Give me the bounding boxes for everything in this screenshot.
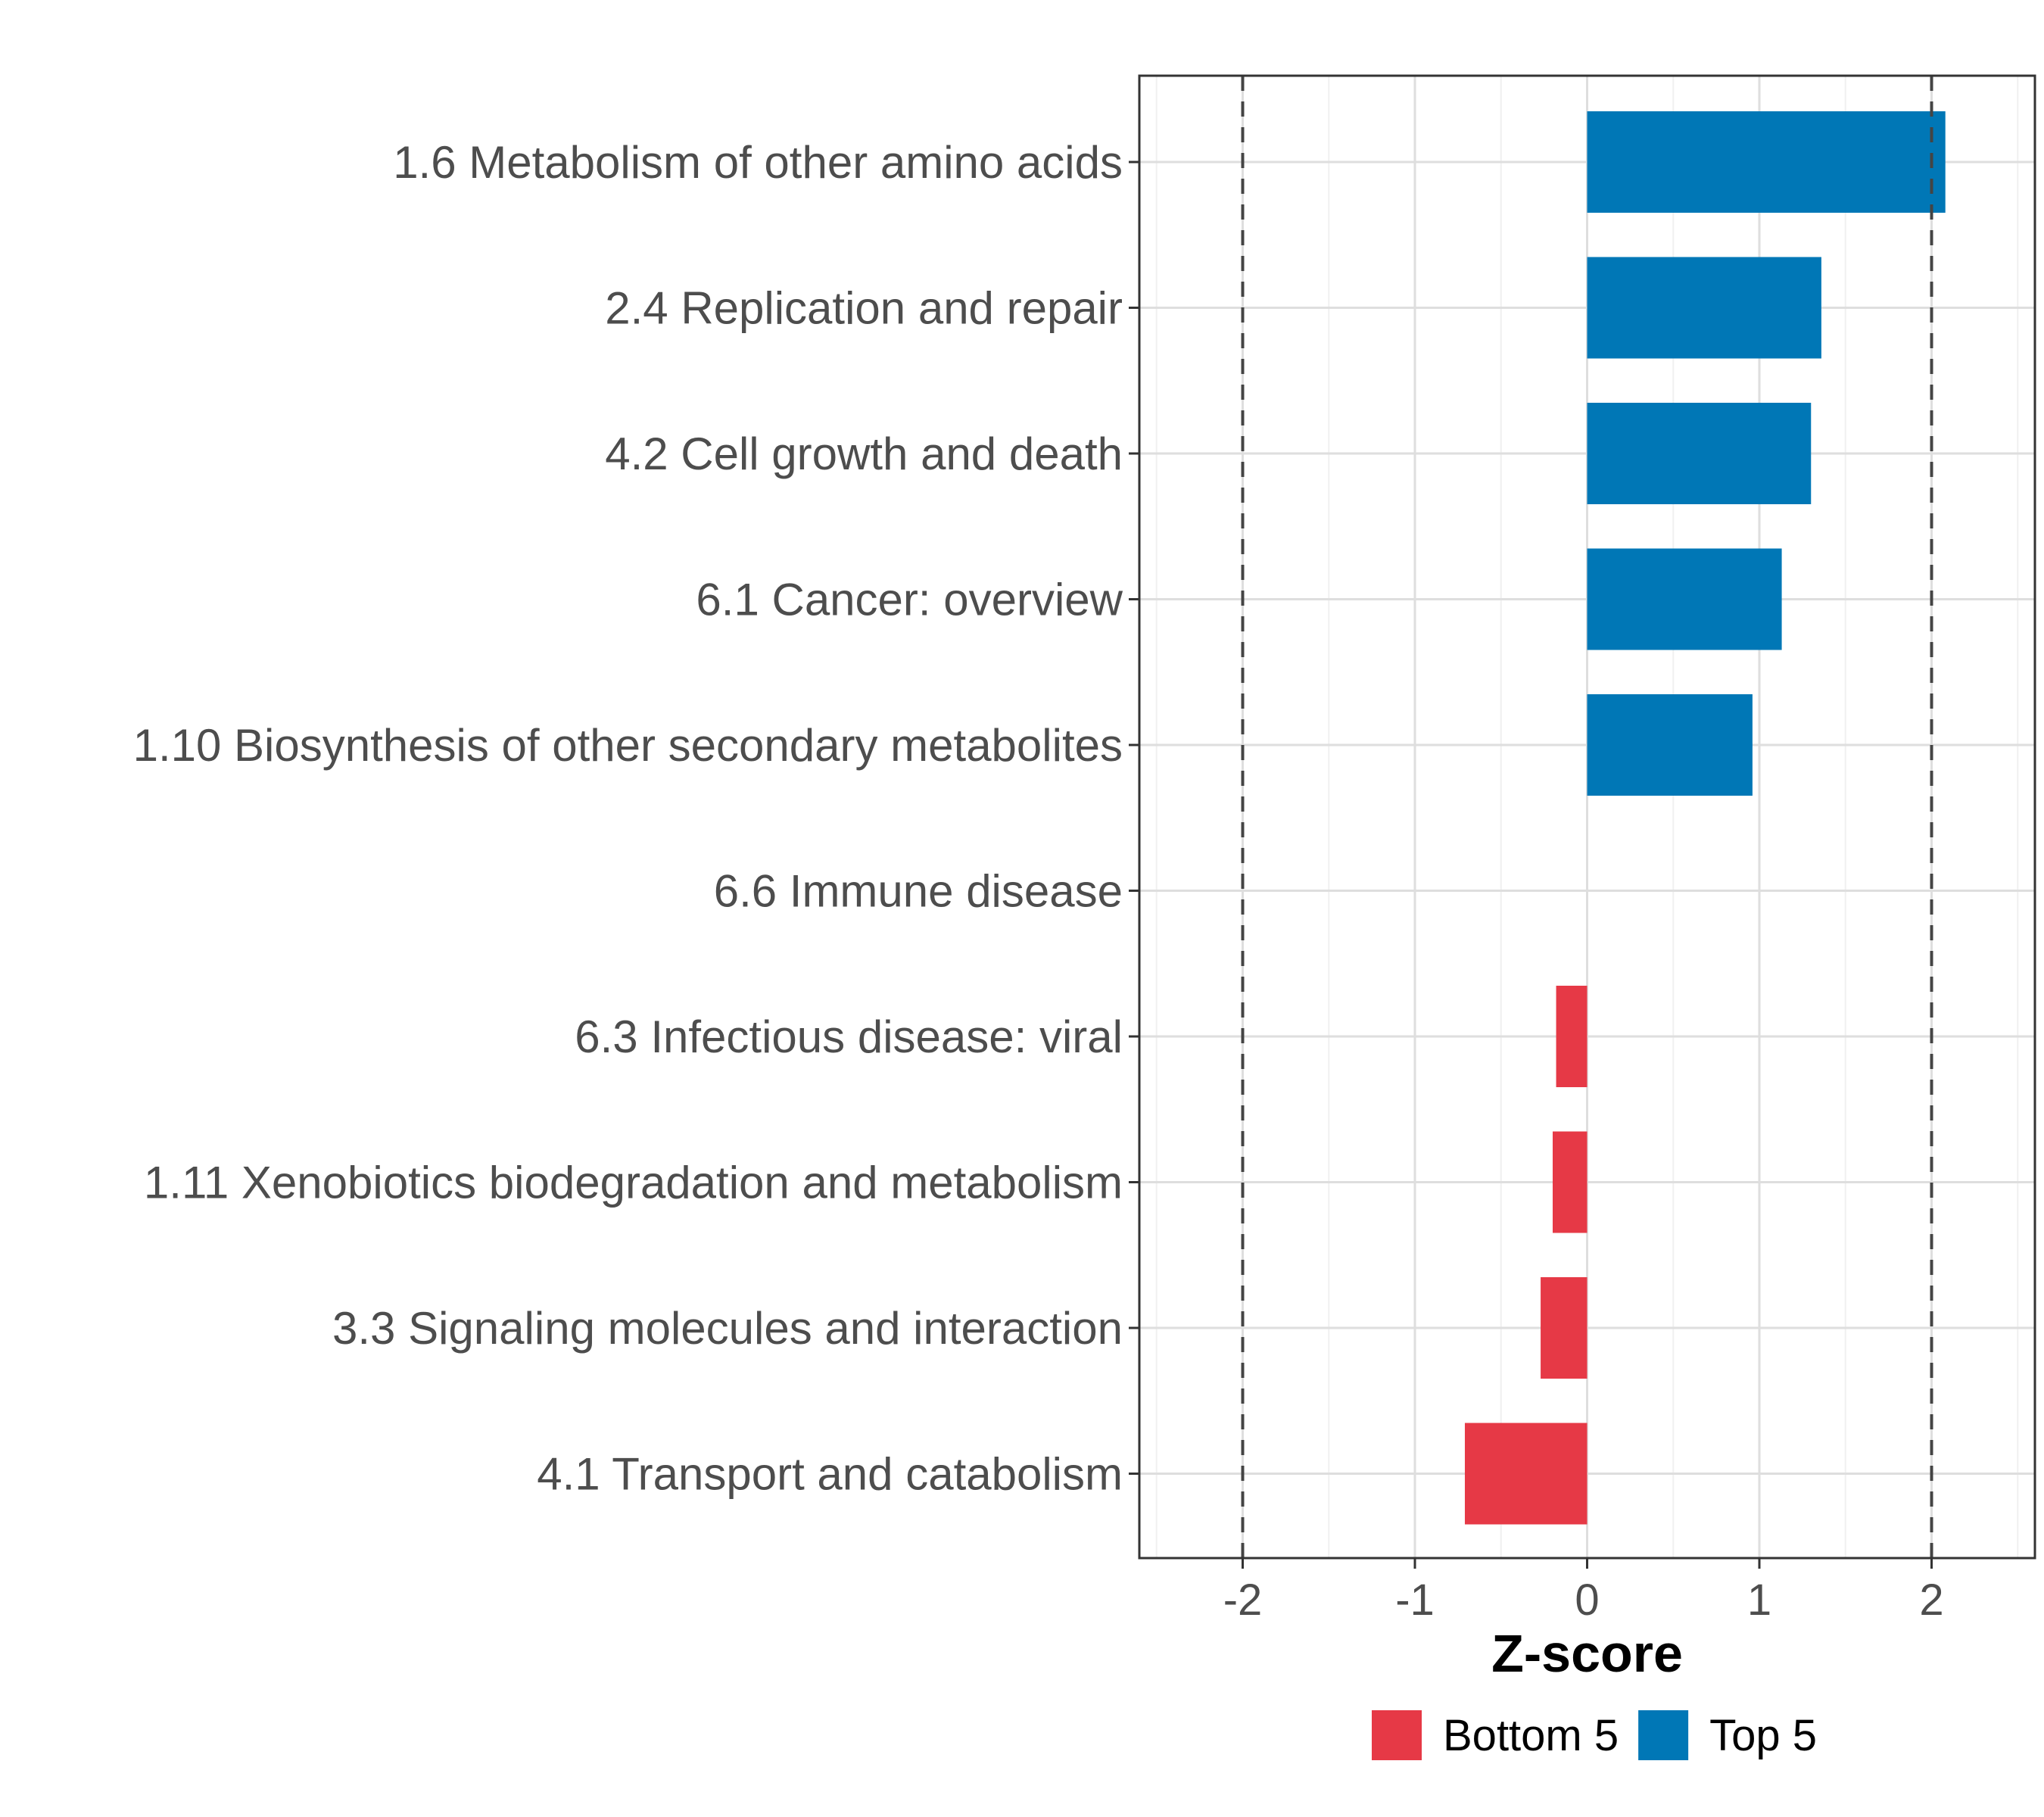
category-label: 4.2 Cell growth and death — [605, 429, 1123, 479]
y-axis-ticks: 1.6 Metabolism of other amino acids 2.4 R… — [133, 137, 1139, 1500]
category-label: 3.3 Signaling molecules and interaction — [332, 1303, 1123, 1354]
legend-swatch — [1372, 1710, 1422, 1760]
bar — [1587, 111, 1946, 213]
legend-swatch — [1638, 1710, 1689, 1760]
x-axis-ticks: -2 -1 0 1 2 — [1223, 1558, 1944, 1625]
bar — [1587, 257, 1821, 359]
category-label: 1.11 Xenobiotics biodegradation and meta… — [144, 1158, 1123, 1208]
bar — [1464, 1423, 1588, 1525]
bar — [1553, 1131, 1588, 1233]
x-tick-label: 0 — [1575, 1575, 1599, 1625]
legend-label: Bottom 5 — [1443, 1711, 1619, 1760]
x-tick-label: -2 — [1223, 1575, 1263, 1625]
x-axis-title: Z-score — [1491, 1624, 1683, 1683]
category-label: 1.10 Biosynthesis of other secondary met… — [133, 720, 1123, 771]
legend: Bottom 5 Top 5 — [1372, 1710, 1817, 1760]
bar — [1587, 548, 1782, 650]
category-label: 1.6 Metabolism of other amino acids — [393, 137, 1123, 188]
bar — [1541, 1277, 1588, 1379]
category-label: 6.1 Cancer: overview — [696, 575, 1123, 625]
x-tick-label: 1 — [1747, 1575, 1771, 1625]
category-label: 6.6 Immune disease — [714, 866, 1123, 917]
bar — [1556, 986, 1588, 1087]
legend-label: Top 5 — [1709, 1711, 1817, 1760]
bar — [1587, 403, 1812, 504]
x-tick-label: -1 — [1395, 1575, 1435, 1625]
bars — [1464, 111, 1946, 1525]
bar — [1587, 694, 1753, 796]
category-label: 4.1 Transport and catabolism — [537, 1449, 1123, 1500]
x-tick-label: 2 — [1919, 1575, 1943, 1625]
category-label: 2.4 Replication and repair — [605, 283, 1123, 334]
category-label: 6.3 Infectious disease: viral — [575, 1011, 1123, 1062]
